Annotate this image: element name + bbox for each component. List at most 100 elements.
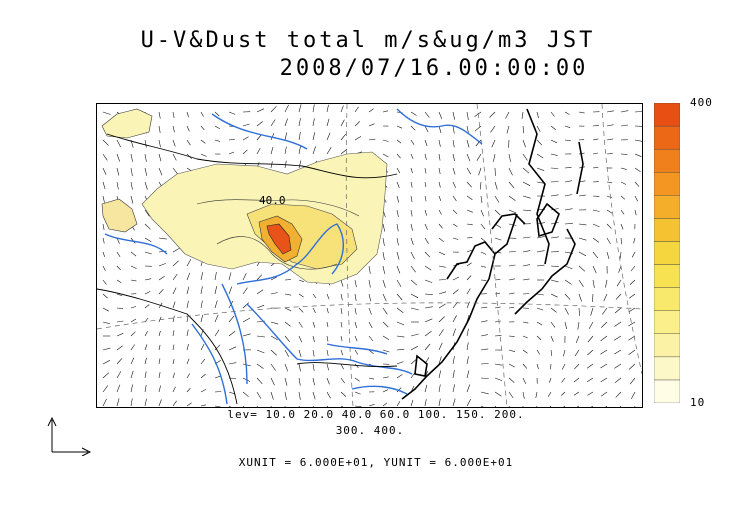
wind-arrow <box>312 391 316 400</box>
wind-arrow <box>186 358 190 365</box>
wind-arrow <box>172 330 175 337</box>
wind-arrow <box>130 384 133 393</box>
wind-arrow <box>340 279 344 287</box>
wind-arrow <box>452 384 455 393</box>
wind-arrow <box>438 384 441 393</box>
wind-arrow <box>600 335 608 342</box>
wind-arrow <box>600 363 608 369</box>
wind-arrow <box>587 335 594 343</box>
wind-arrow <box>480 320 488 323</box>
wind-arrow <box>489 111 496 118</box>
wind-arrow <box>186 344 189 351</box>
wind-arrow <box>452 289 459 295</box>
wind-arrow <box>158 153 162 162</box>
wind-arrow <box>478 167 482 176</box>
wind-arrow <box>466 139 470 148</box>
wind-arrow <box>102 111 111 115</box>
wind-arrow <box>298 377 301 386</box>
wind-arrow <box>549 377 552 383</box>
wind-arrow <box>561 377 566 383</box>
wind-arrow <box>410 265 416 273</box>
colorbar-max-label: 400 <box>690 96 713 109</box>
wind-arrow <box>452 398 456 407</box>
wind-arrow <box>368 138 376 141</box>
chart-datetime: 2008/07/16.00:00:00 <box>279 56 589 81</box>
wind-arrow <box>354 307 357 315</box>
wind-arrow <box>172 260 179 267</box>
wind-arrow <box>410 181 413 188</box>
wind-arrow <box>630 265 636 272</box>
wind-arrow <box>284 321 291 327</box>
wind-arrow <box>270 349 278 356</box>
wind-arrow <box>116 333 124 337</box>
wind-arrow <box>578 194 586 197</box>
wind-arrow <box>270 321 279 325</box>
wind-arrow <box>620 195 626 200</box>
wind-arrow <box>466 262 472 267</box>
wind-arrow <box>605 405 608 407</box>
wind-arrow <box>102 398 107 407</box>
wind-arrow <box>438 398 441 407</box>
wind-arrow <box>480 209 484 217</box>
wind-arrow <box>340 307 343 314</box>
wind-arrow <box>130 344 135 351</box>
wind-arrow <box>284 307 292 312</box>
wind-arrow <box>549 405 552 407</box>
wind-arrow <box>354 121 361 127</box>
wind-arrow <box>424 181 427 187</box>
wind-arrow <box>396 195 399 203</box>
colorbar-segment <box>654 103 680 127</box>
wind-arrow <box>130 153 133 162</box>
wind-arrow <box>368 293 372 302</box>
wind-arrow <box>480 251 487 255</box>
wind-arrow <box>158 330 161 337</box>
wind-arrow <box>368 377 375 380</box>
wind-arrow <box>116 153 120 162</box>
wind-arrow <box>564 139 571 142</box>
wind-arrow <box>144 291 151 295</box>
wind-arrow <box>466 195 473 201</box>
wind-arrow <box>284 335 290 342</box>
wind-arrow <box>506 125 510 134</box>
wind-arrow <box>578 265 586 272</box>
wind-arrow <box>576 405 580 407</box>
wind-arrow <box>228 315 235 323</box>
wind-arrow <box>256 134 262 141</box>
wind-arrow <box>592 138 599 141</box>
wind-arrow <box>550 167 559 169</box>
wind-arrow <box>200 300 203 309</box>
wind-arrow <box>382 153 389 158</box>
wind-arrow <box>536 250 545 253</box>
wind-arrow <box>298 132 301 141</box>
wind-arrow <box>130 331 136 337</box>
wind-arrow <box>396 223 399 232</box>
wind-arrow <box>536 335 542 341</box>
wind-arrow <box>493 153 496 162</box>
wind-arrow <box>228 151 235 155</box>
wind-arrow <box>172 247 180 253</box>
wind-arrow <box>298 118 301 127</box>
wind-arrow <box>172 315 175 323</box>
wind-arrow <box>396 293 403 301</box>
wind-arrow <box>522 153 528 161</box>
wind-arrow <box>452 167 456 175</box>
wind-arrow <box>116 345 123 351</box>
wind-arrow <box>312 335 315 343</box>
wind-arrow <box>256 391 262 399</box>
wind-arrow <box>564 194 573 197</box>
wind-arrow <box>628 363 636 370</box>
wind-arrow <box>270 119 276 127</box>
wind-arrow <box>214 111 220 117</box>
wind-arrow <box>144 331 148 337</box>
wind-arrow <box>382 279 386 288</box>
wind-arrow <box>228 286 233 295</box>
wind-arrow <box>466 249 472 253</box>
wind-arrow <box>536 153 544 159</box>
wind-arrow <box>158 275 165 281</box>
wind-arrow <box>228 138 235 141</box>
wind-arrow <box>424 195 427 202</box>
wind-arrow <box>354 377 360 382</box>
border-lines <box>97 133 398 405</box>
wind-arrow <box>256 349 265 354</box>
wind-arrow <box>564 180 572 183</box>
